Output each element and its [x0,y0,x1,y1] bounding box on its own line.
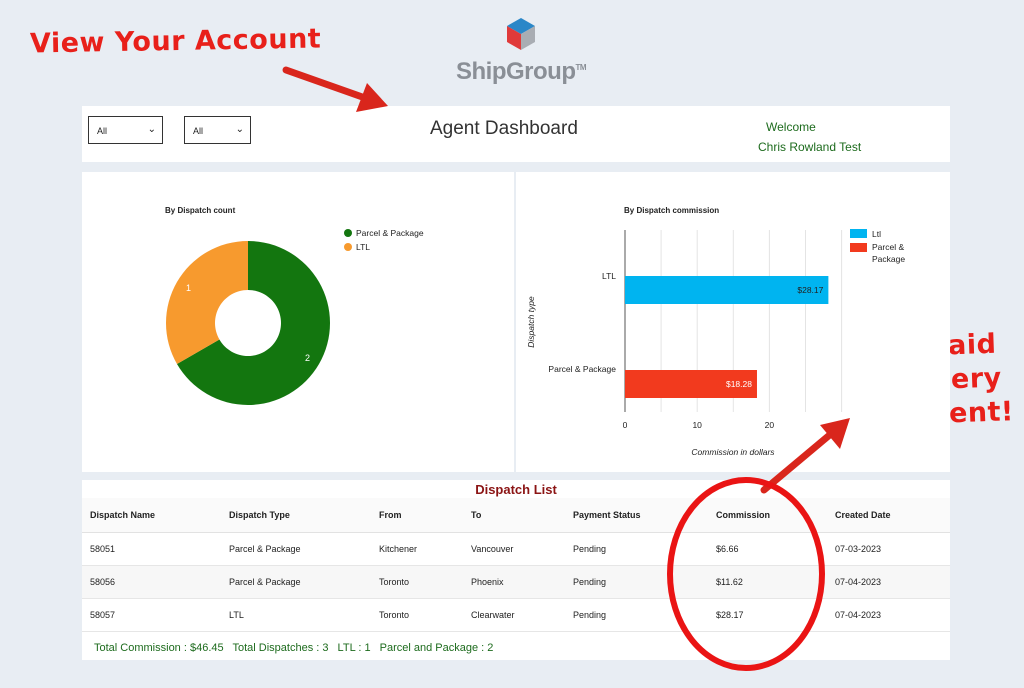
total-dispatches: Total Dispatches : 3 [232,642,329,654]
table-cell: Pending [565,598,708,632]
bar-0[interactable] [625,276,829,304]
table-cell: $28.17 [708,598,827,632]
pie-chart: 2 1 Parcel & Package LTL [166,228,424,405]
table-cell: Parcel & Package [221,532,371,566]
legend-swatch-ltl [850,229,867,238]
total-commission: Total Commission : $46.45 [94,642,224,654]
user-name: Chris Rowland Test [758,140,862,154]
table-cell: Pending [565,565,708,599]
pie-slice-label: 2 [305,353,310,363]
table-row[interactable]: 58051 Parcel & Package Kitchener Vancouv… [82,532,950,566]
x-axis-label: Commission in dollars [691,447,775,457]
column-header[interactable]: To [463,498,565,533]
table-cell: 07-04-2023 [827,565,950,599]
table-cell: $6.66 [708,532,827,566]
bar-value-label: $28.17 [797,285,823,295]
table-cell: 07-04-2023 [827,598,950,632]
legend-label-parcel-1: Parcel & [872,242,904,252]
brand-name-text: ShipGroup [456,58,576,85]
header-bar: All ⌄ All ⌄ Agent Dashboard Welcome Chri… [82,106,950,162]
table-cell: $11.62 [708,565,827,599]
table-cell: LTL [221,598,371,632]
bar-chart: 0 10 20 $28.17$18.28 LTL Parcel & Package … [526,229,905,457]
y-axis-label: Dispatch type [526,296,536,348]
filter-select-1-value: All [97,126,108,136]
page-title: Agent Dashboard [430,118,578,139]
category-label-parcel: Parcel & Package [548,364,616,374]
legend-swatch-ltl [344,243,352,251]
table-cell: 58056 [82,565,221,599]
x-tick-label: 0 [623,420,628,430]
cube-icon [507,18,535,50]
dispatch-table: Dispatch Name Dispatch Type From To Paym… [82,498,950,632]
table-cell: Kitchener [371,532,463,566]
table-cell: 58051 [82,532,221,566]
table-row[interactable]: 58057 LTL Toronto Clearwater Pending $28… [82,598,950,632]
view-account-annotation: View Your Account [29,23,322,60]
category-label-ltl: LTL [602,271,616,281]
table-cell: Pending [565,532,708,566]
filter-select-2[interactable]: All ⌄ [184,116,251,144]
legend-label-ltl: Ltl [872,229,881,239]
pie-slice-label: 1 [186,283,191,293]
dispatch-list-title: Dispatch List [475,482,557,497]
bar-chart-title: By Dispatch commission [624,206,720,215]
chevron-down-icon: ⌄ [235,124,244,135]
legend-label-parcel: Parcel & Package [356,228,424,238]
totals-summary: Total Commission : $46.45 Total Dispatch… [94,642,499,654]
brand-tm: TM [575,63,587,72]
legend-label-parcel-2: Package [872,254,905,264]
table-cell: Parcel & Package [221,565,371,599]
welcome-label: Welcome [766,120,816,134]
total-parcel: Parcel and Package : 2 [379,642,494,654]
pie-slice-1[interactable] [166,241,248,364]
x-tick-label: 20 [765,420,775,430]
legend-swatch-parcel [850,243,867,252]
shipgroup-logo: ShipGroupTM [456,16,587,86]
table-cell: 58057 [82,598,221,632]
bar-1[interactable] [625,370,757,398]
table-cell: Toronto [371,598,463,632]
table-cell: Toronto [371,565,463,599]
column-header[interactable]: Dispatch Type [221,498,371,533]
table-cell: Clearwater [463,598,565,632]
pie-chart-title: By Dispatch count [165,206,236,215]
chevron-down-icon: ⌄ [147,124,156,135]
brand-name: ShipGroupTM [456,58,587,86]
table-cell: Vancouver [463,532,565,566]
total-ltl: LTL : 1 [337,642,371,654]
column-header[interactable]: Created Date [827,498,950,533]
table-header-row: Dispatch Name Dispatch Type From To Paym… [82,498,950,533]
dispatch-list-panel: Dispatch List Dispatch Name Dispatch Typ… [82,480,950,660]
column-header[interactable]: Payment Status [565,498,708,533]
column-header[interactable]: From [371,498,463,533]
legend-label-ltl: LTL [356,242,370,252]
table-row[interactable]: 58056 Parcel & Package Toronto Phoenix P… [82,565,950,599]
filter-select-2-value: All [193,126,204,136]
pie-chart-panel: By Dispatch count 2 1 Parcel & Package L… [82,172,514,472]
column-header[interactable]: Dispatch Name [82,498,221,533]
pie-slice-0[interactable] [176,241,330,405]
bar-chart-panel: By Dispatch commission 0 10 20 $28.17 $18.2… [516,172,950,472]
filter-select-1[interactable]: All ⌄ [88,116,163,144]
table-cell: 07-03-2023 [827,532,950,566]
x-tick-label: 10 [692,420,702,430]
legend-swatch-parcel [344,229,352,237]
table-cell: Phoenix [463,565,565,599]
bar-value-label: $18.28 [726,379,752,389]
column-header[interactable]: Commission [708,498,827,533]
